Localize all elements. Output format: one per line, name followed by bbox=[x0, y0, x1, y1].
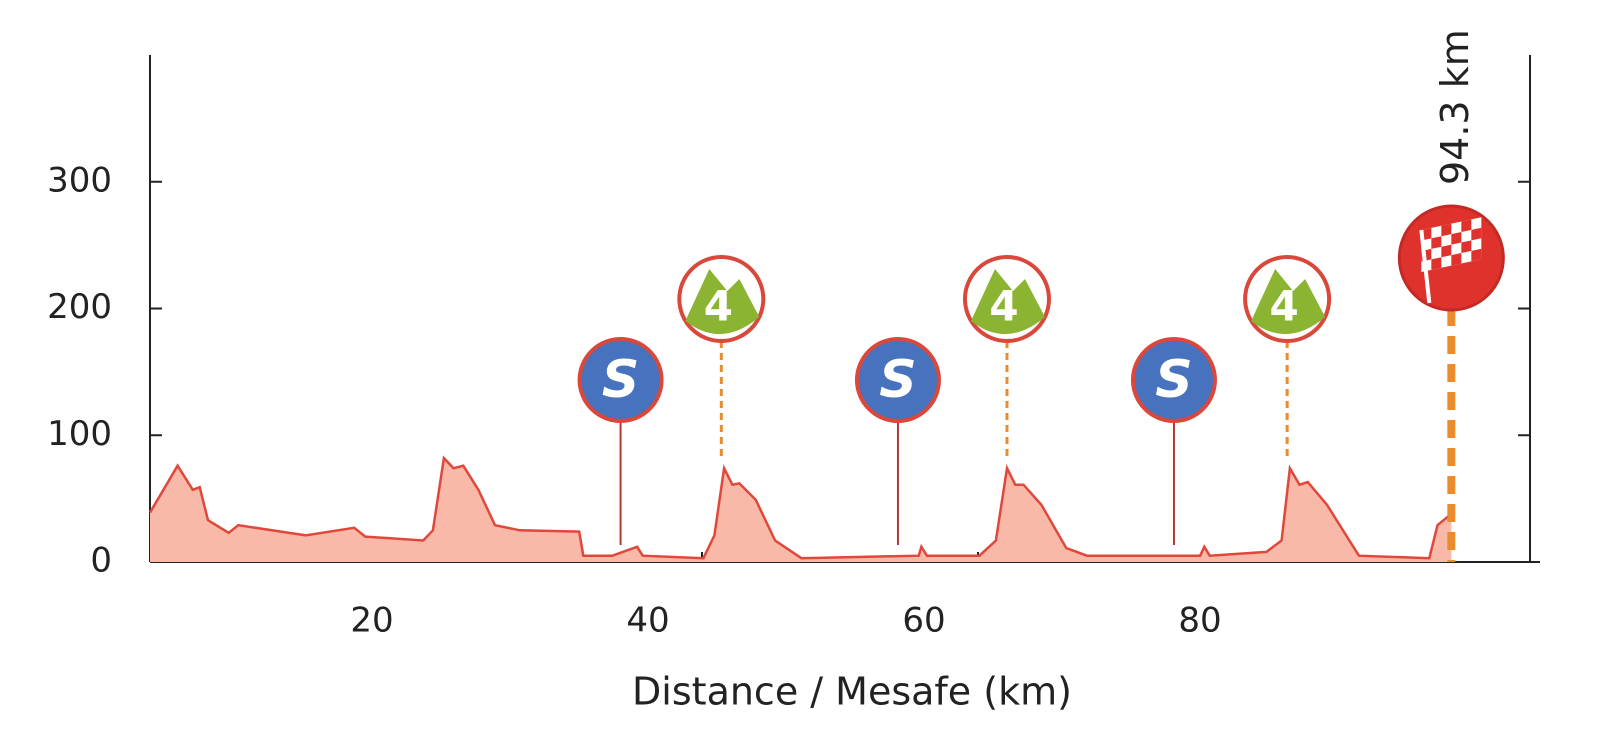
sprint-label: S bbox=[602, 350, 639, 410]
climb-category: 4 bbox=[989, 282, 1018, 331]
sprint-label: S bbox=[879, 350, 916, 410]
mountain bbox=[1251, 269, 1326, 335]
x-tick-label: 20 bbox=[350, 601, 393, 641]
y-tick-label: 100 bbox=[47, 414, 112, 454]
flag-square bbox=[1451, 252, 1462, 266]
finish-label: 94.3 km bbox=[1433, 29, 1477, 185]
flag-square bbox=[1441, 223, 1452, 237]
flag-square bbox=[1431, 257, 1442, 270]
flag-square bbox=[1461, 219, 1472, 232]
elevation-area bbox=[150, 458, 1452, 562]
x-tick-label: 40 bbox=[626, 601, 669, 641]
x-tick-label: 80 bbox=[1178, 601, 1221, 641]
flag-pole bbox=[1419, 229, 1432, 304]
checkered-flag bbox=[1421, 217, 1482, 272]
flag-square bbox=[1471, 227, 1482, 241]
sprint-icon bbox=[854, 337, 941, 423]
sprint-icon bbox=[1130, 337, 1217, 423]
flag-square bbox=[1441, 244, 1452, 258]
sprint-icon bbox=[577, 337, 664, 423]
flag-square bbox=[1471, 248, 1482, 262]
mountain bbox=[685, 269, 760, 335]
sprint-label: S bbox=[1155, 350, 1192, 410]
flag-square bbox=[1461, 240, 1472, 253]
y-tick-label: 0 bbox=[90, 541, 112, 581]
climb-category: 4 bbox=[1270, 282, 1299, 331]
x-axis-label: Distance / Mesafe (km) bbox=[632, 670, 1072, 714]
mountain bbox=[970, 269, 1045, 335]
flag-square bbox=[1451, 231, 1462, 245]
flag-square bbox=[1431, 236, 1442, 249]
y-tick-label: 300 bbox=[47, 160, 112, 200]
x-tick-label: 60 bbox=[902, 601, 945, 641]
y-tick-label: 200 bbox=[47, 287, 112, 327]
climb-category: 4 bbox=[704, 282, 733, 331]
elevation-line bbox=[148, 455, 1453, 560]
